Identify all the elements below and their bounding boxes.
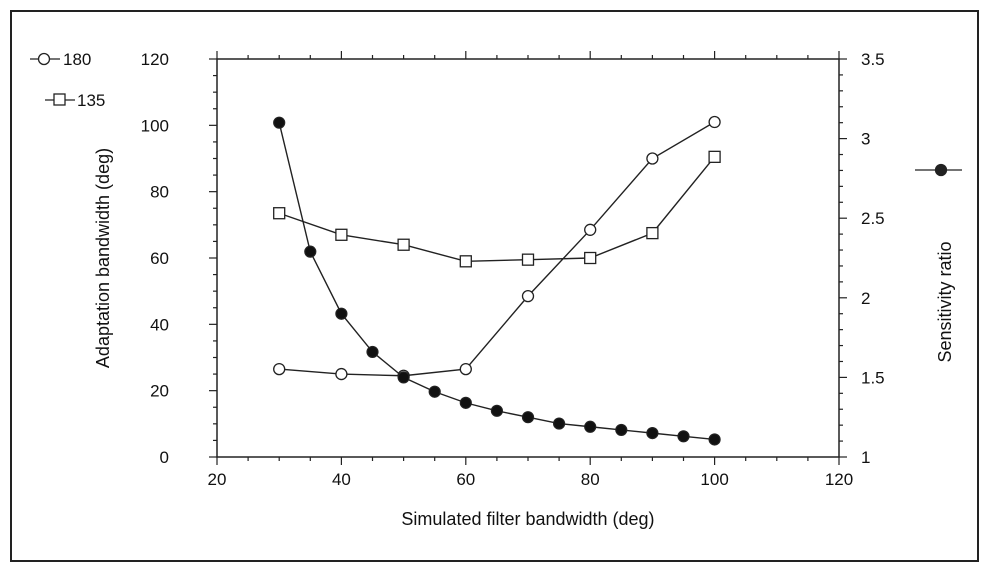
y2-tick-label: 2 [861, 289, 870, 308]
y-tick-label: 60 [150, 249, 169, 268]
series-180-point [646, 152, 659, 165]
series-135-point [584, 251, 597, 265]
x-axis-title: Simulated filter bandwidth (deg) [401, 509, 654, 529]
series-135-point [708, 150, 721, 163]
series-sensitivity-point [490, 404, 503, 417]
series-135-point [273, 207, 286, 220]
ticks-layer: 20 40 60 80 100 120 0 20 40 60 80 100 120 1 1.5 2 2.5 3 3.… [141, 50, 885, 489]
series-sensitivity-point [304, 245, 317, 258]
series-sensitivity-point [646, 427, 659, 440]
series-135-point [646, 226, 659, 240]
x-tick-label: 60 [456, 470, 475, 489]
series-180-point [584, 223, 597, 236]
y-axis-title: Adaptation bandwidth (deg) [93, 148, 113, 368]
y2-tick-label: 3.5 [861, 50, 885, 69]
legend-sensitivity [915, 163, 962, 177]
series-135-line [278, 156, 716, 263]
x-tick-label: 100 [700, 470, 728, 489]
series-sensitivity-point [615, 423, 628, 437]
y-tick-label: 120 [141, 50, 169, 69]
legend-180: 180 [30, 50, 91, 69]
series-sensitivity-point [428, 385, 441, 398]
series-sensitivity-point [459, 396, 472, 409]
y2-tick-label: 3 [861, 130, 870, 149]
series-180-line [279, 121, 715, 377]
legend-135-label: 135 [77, 91, 105, 110]
y2-axis-title: Sensitivity ratio [935, 241, 955, 362]
series-sensitivity-point [677, 430, 690, 443]
series-sensitivity-point [397, 371, 410, 384]
x-tick-label: 20 [208, 470, 227, 489]
series-sensitivity-point [521, 411, 535, 424]
y2-tick-label: 1 [861, 448, 870, 467]
series-sensitivity-point [366, 345, 379, 359]
series-sensitivity-point [552, 417, 566, 430]
figure-frame [10, 10, 979, 562]
series-180-point [335, 367, 348, 381]
series-layer [273, 115, 721, 446]
legend-sensitivity-marker [934, 163, 948, 177]
y-tick-label: 0 [160, 448, 169, 467]
y-tick-label: 40 [150, 315, 169, 334]
series-sensitivity-point [584, 420, 597, 433]
y-tick-label: 80 [150, 183, 169, 202]
series-sensitivity-point [708, 433, 721, 446]
series-135-point [397, 238, 410, 251]
legend-180-marker [37, 52, 51, 66]
x-tick-label: 40 [332, 470, 351, 489]
x-tick-label: 80 [581, 470, 600, 489]
y2-tick-label: 2.5 [861, 209, 885, 228]
series-135-point [335, 228, 348, 241]
series-180-point [459, 362, 472, 376]
y-tick-label: 100 [141, 116, 169, 135]
legend-135-marker [53, 93, 66, 106]
series-135-point [521, 253, 535, 266]
series-180-point [273, 362, 286, 376]
legend-135: 135 [45, 91, 105, 110]
series-sensitivity-point [335, 307, 348, 320]
series-135-point [459, 255, 472, 268]
legend-180-label: 180 [63, 50, 91, 69]
series-sensitivity-line [278, 122, 715, 441]
series-180-point [708, 115, 721, 129]
y2-tick-label: 1.5 [861, 368, 885, 387]
y-tick-label: 20 [150, 382, 169, 401]
series-sensitivity-point [273, 116, 286, 129]
x-tick-label: 120 [825, 470, 853, 489]
series-180-point [521, 289, 535, 303]
